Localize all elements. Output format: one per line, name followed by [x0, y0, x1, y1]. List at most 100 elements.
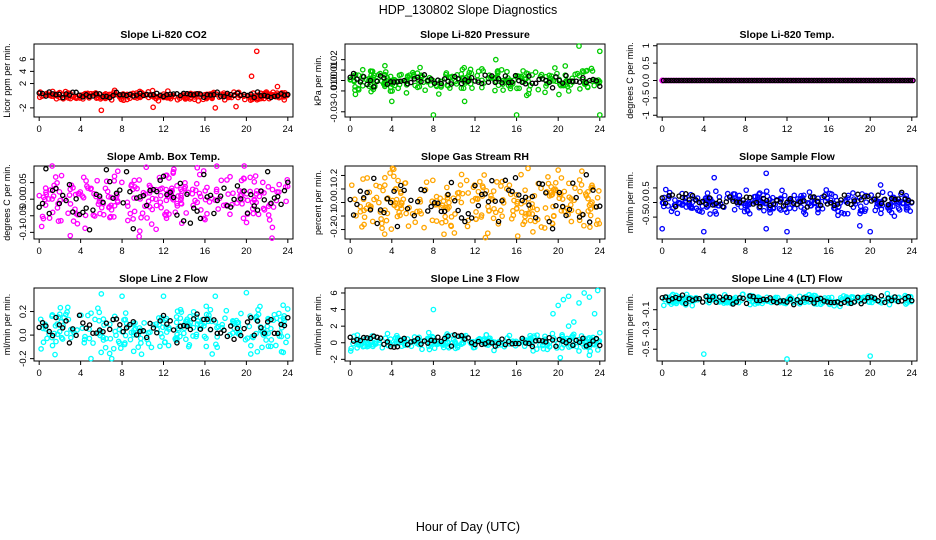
- data-point: [141, 320, 147, 326]
- reference-point: [756, 77, 763, 84]
- reference-point: [828, 200, 834, 206]
- data-point: [743, 187, 750, 194]
- reference-point: [53, 185, 59, 192]
- data-point: [155, 97, 162, 104]
- data-point: [49, 312, 56, 318]
- reference-point: [227, 323, 234, 329]
- reference-point: [411, 212, 418, 219]
- reference-point: [553, 203, 559, 209]
- reference-point: [821, 77, 828, 84]
- reference-point: [593, 204, 600, 210]
- data-point: [879, 189, 886, 196]
- y-axis-label: percent per min.: [313, 170, 323, 235]
- data-point: [439, 219, 445, 226]
- reference-point: [66, 181, 73, 188]
- data-point: [112, 328, 119, 335]
- reference-point: [797, 299, 804, 306]
- reference-point: [804, 295, 810, 302]
- reference-point: [522, 340, 529, 346]
- reference-point: [793, 77, 799, 84]
- reference-point: [713, 299, 719, 306]
- data-point: [401, 338, 407, 345]
- data-point: [555, 302, 562, 309]
- data-point: [163, 215, 170, 222]
- data-point: [108, 202, 114, 209]
- data-point: [81, 339, 88, 346]
- reference-point: [448, 179, 455, 186]
- reference-point: [431, 338, 438, 344]
- data-point: [490, 188, 497, 194]
- reference-point: [683, 191, 689, 197]
- data-point: [140, 189, 147, 196]
- reference-point: [536, 337, 542, 344]
- data-point: [259, 344, 265, 351]
- data-point: [122, 332, 129, 339]
- data-point: [190, 333, 196, 339]
- data-point: [121, 316, 127, 323]
- reference-point: [902, 77, 908, 84]
- panel-6: Slope Sample Flow ml/min per min. 0 4 8 12 16 2…: [625, 151, 918, 257]
- reference-point: [140, 192, 147, 199]
- data-point: [213, 163, 220, 169]
- data-point: [430, 112, 437, 118]
- data-point: [907, 208, 914, 214]
- reference-point: [726, 194, 733, 200]
- reference-point: [425, 208, 431, 214]
- data-point: [215, 206, 222, 212]
- data-point: [369, 68, 375, 75]
- data-point: [704, 190, 711, 196]
- y-axis-label: degrees C per min.: [625, 42, 635, 119]
- reference-point: [398, 78, 404, 84]
- reference-point: [150, 325, 157, 331]
- reference-point: [143, 202, 150, 209]
- data-point: [565, 323, 572, 330]
- data-point: [241, 163, 248, 169]
- reference-point: [871, 295, 878, 301]
- data-point: [484, 230, 491, 237]
- reference-point: [679, 292, 686, 298]
- reference-point: [100, 328, 106, 335]
- reference-point: [824, 77, 830, 84]
- reference-point: [96, 91, 103, 97]
- reference-point: [723, 294, 730, 300]
- x-tick-label: 16: [200, 124, 211, 135]
- data-point: [587, 212, 594, 219]
- data-point: [203, 303, 210, 310]
- data-point: [364, 175, 371, 181]
- reference-point: [828, 299, 834, 306]
- data-point: [111, 202, 118, 209]
- reference-point: [522, 81, 529, 87]
- reference-point: [811, 194, 817, 200]
- data-point: [68, 334, 74, 341]
- reference-point: [217, 330, 224, 336]
- reference-point: [832, 77, 838, 84]
- reference-point: [882, 196, 888, 202]
- data-point: [576, 43, 582, 49]
- data-point: [461, 98, 468, 105]
- reference-point: [780, 203, 787, 209]
- reference-point: [46, 328, 53, 335]
- reference-points: [347, 332, 603, 350]
- reference-point: [187, 91, 194, 98]
- data-point: [779, 187, 785, 194]
- x-tick-label: 24: [283, 368, 294, 379]
- reference-point: [706, 297, 713, 304]
- x-axis-label: Hour of Day (UTC): [416, 520, 520, 534]
- data-point: [96, 309, 103, 316]
- data-point: [479, 183, 486, 189]
- y-tick-label: 2: [329, 324, 340, 329]
- panel-9: Slope Line 4 (LT) Flow ml/min per min. 0 4 8…: [625, 273, 918, 379]
- data-point: [284, 176, 291, 183]
- data-point: [102, 344, 109, 351]
- data-point: [594, 287, 601, 294]
- data-point: [791, 192, 798, 199]
- data-point: [207, 306, 214, 313]
- reference-point: [660, 77, 667, 84]
- data-point: [157, 192, 164, 199]
- reference-point: [387, 343, 394, 350]
- data-point: [403, 210, 410, 217]
- reference-point: [123, 168, 130, 175]
- reference-point: [526, 202, 532, 208]
- reference-point: [421, 72, 428, 78]
- data-point: [562, 63, 569, 69]
